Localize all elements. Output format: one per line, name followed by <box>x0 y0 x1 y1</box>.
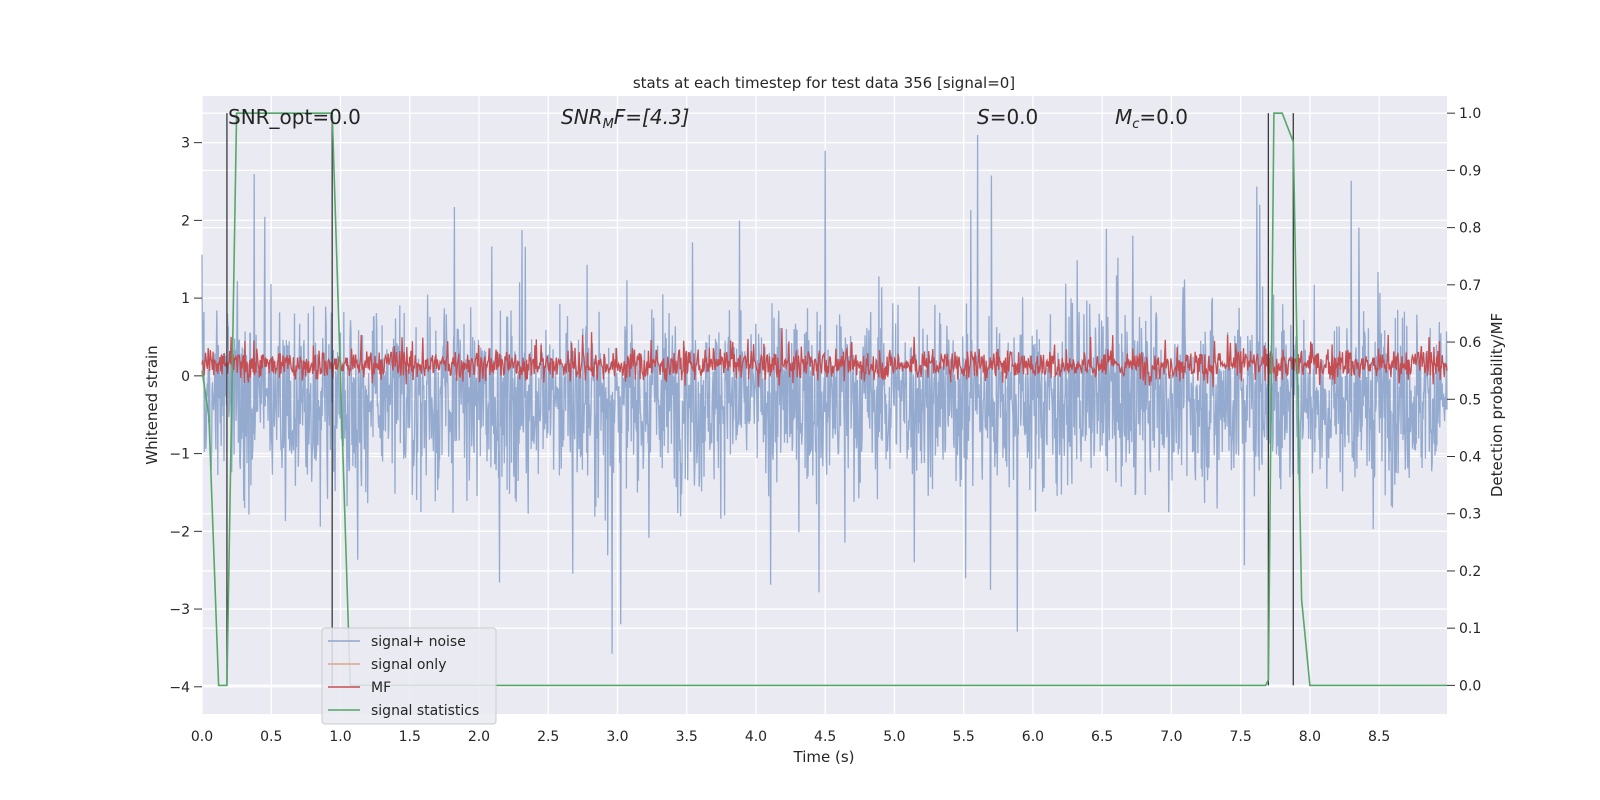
annotation-snr-opt: SNR_opt=0.0 <box>228 105 361 129</box>
x-tick-label: 8.5 <box>1368 729 1390 745</box>
x-tick-label: 4.0 <box>745 729 767 745</box>
right-y-tick-label: 0.3 <box>1459 507 1481 523</box>
right-y-tick-label: 1.0 <box>1459 106 1481 122</box>
detection-markers <box>226 113 1294 686</box>
right-y-tick-labels: 1.0 0.9 0.8 0.7 0.6 0.5 0.4 0.3 0.2 0.1 0.0 <box>1447 106 1481 694</box>
x-tick-label: 1.0 <box>329 729 351 745</box>
right-y-tick-label: 0.0 <box>1459 678 1481 694</box>
series-mf <box>201 328 1448 388</box>
left-y-tick-labels: 3 2 1 0 −1 −2 −3 −4 <box>169 136 202 696</box>
legend-label-signal-statistics: signal statistics <box>371 703 479 719</box>
x-tick-label: 5.0 <box>883 729 905 745</box>
annotation-snr-mf: SNRMF=[4.3] <box>561 105 689 132</box>
left-y-tick-label: −4 <box>169 680 190 696</box>
x-tick-label: 6.5 <box>1091 729 1113 745</box>
right-y-tick-label: 0.1 <box>1459 621 1481 637</box>
plot-series <box>201 112 1448 687</box>
legend-box <box>321 627 497 725</box>
left-y-tick-label: 0 <box>181 369 190 385</box>
chart-title: stats at each timestep for test data 356… <box>633 74 1015 92</box>
right-y-tick-label: 0.6 <box>1459 335 1481 351</box>
right-y-tick-label: 0.7 <box>1459 278 1481 294</box>
left-y-tick-label: 1 <box>181 291 190 307</box>
x-tick-label: 0.0 <box>191 729 213 745</box>
left-y-tick-label: −3 <box>169 602 190 618</box>
x-tick-label: 3.5 <box>676 729 698 745</box>
x-tick-label: 4.5 <box>814 729 836 745</box>
left-y-tick-label: −1 <box>169 447 190 463</box>
left-y-tick-label: 2 <box>181 213 190 229</box>
x-tick-label: 8.0 <box>1299 729 1321 745</box>
x-tick-labels: 0.0 0.5 1.0 1.5 2.0 2.5 3.0 3.5 4.0 4.5 5.0 5.5 6.0 6… <box>191 729 1390 745</box>
series-signal-noise <box>201 134 1448 654</box>
x-tick-label: 7.5 <box>1230 729 1252 745</box>
x-tick-label: 3.0 <box>606 729 628 745</box>
y-axis-title-left: Whitened strain <box>143 345 161 464</box>
legend-label-signal-noise: signal+ noise <box>371 634 466 650</box>
legend-label-signal-only: signal only <box>371 657 446 673</box>
right-y-tick-label: 0.8 <box>1459 221 1481 237</box>
legend: signal+ noise signal only MF signal stat… <box>321 627 497 725</box>
right-y-tick-label: 0.9 <box>1459 163 1481 179</box>
x-tick-label: 2.0 <box>468 729 490 745</box>
x-tick-label: 6.0 <box>1022 729 1044 745</box>
series-signal-statistics <box>201 112 1447 687</box>
x-tick-label: 0.5 <box>260 729 282 745</box>
x-tick-label: 7.0 <box>1160 729 1182 745</box>
right-y-tick-label: 0.4 <box>1459 450 1481 466</box>
left-y-tick-label: −2 <box>169 524 190 540</box>
annotation-mc: Mc=0.0 <box>1115 105 1188 132</box>
right-y-tick-label: 0.2 <box>1459 564 1481 580</box>
x-axis-title: Time (s) <box>793 748 855 766</box>
x-tick-label: 1.5 <box>399 729 421 745</box>
x-tick-label: 5.5 <box>953 729 975 745</box>
legend-label-mf: MF <box>371 680 391 696</box>
x-tick-label: 2.5 <box>537 729 559 745</box>
left-y-tick-label: 3 <box>181 136 190 152</box>
annotation-s: S=0.0 <box>977 105 1038 129</box>
y-axis-title-right: Detection probability/MF <box>1488 313 1506 497</box>
right-y-tick-label: 0.5 <box>1459 392 1481 408</box>
